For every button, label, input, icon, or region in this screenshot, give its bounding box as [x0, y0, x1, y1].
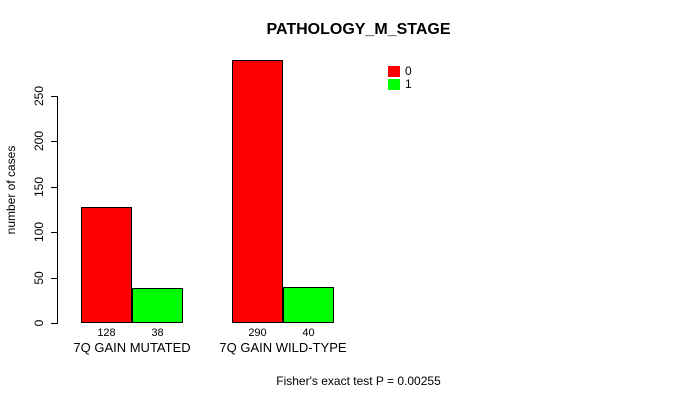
y-axis-tick [51, 278, 57, 279]
y-tick-label: 250 [32, 85, 46, 107]
legend-swatch-red [388, 66, 400, 77]
bar [132, 288, 183, 323]
y-axis-tick [51, 141, 57, 142]
legend-label: 1 [405, 77, 412, 91]
y-tick-label: 100 [32, 221, 46, 243]
bar [81, 207, 132, 323]
x-category-label: 7Q GAIN WILD-TYPE [219, 340, 347, 355]
legend-swatch-green [388, 79, 400, 90]
y-tick-label: 150 [32, 176, 46, 198]
y-tick-label: 50 [32, 271, 46, 285]
y-axis-label: number of cases [4, 145, 18, 235]
legend-item-0: 0 [388, 65, 412, 78]
y-tick-label: 0 [32, 319, 46, 327]
legend-label: 0 [405, 64, 412, 78]
fisher-test-annotation: Fisher's exact test P = 0.00255 [276, 374, 441, 388]
x-category-label: 7Q GAIN MUTATED [73, 340, 191, 355]
bar [283, 287, 334, 323]
chart-title: PATHOLOGY_M_STAGE [266, 21, 451, 38]
y-axis-tick [51, 187, 57, 188]
legend-item-1: 1 [388, 78, 412, 91]
y-axis-tick [51, 323, 57, 324]
bar [232, 60, 283, 323]
bar-value-label: 40 [302, 327, 315, 339]
bar-value-label: 290 [248, 327, 267, 339]
legend: 0 1 [388, 65, 412, 91]
bar-value-label: 38 [151, 327, 164, 339]
y-axis-tick [51, 96, 57, 97]
y-axis-line [57, 96, 58, 324]
bar-value-label: 128 [97, 327, 116, 339]
y-tick-label: 200 [32, 130, 46, 152]
y-axis-tick [51, 232, 57, 233]
